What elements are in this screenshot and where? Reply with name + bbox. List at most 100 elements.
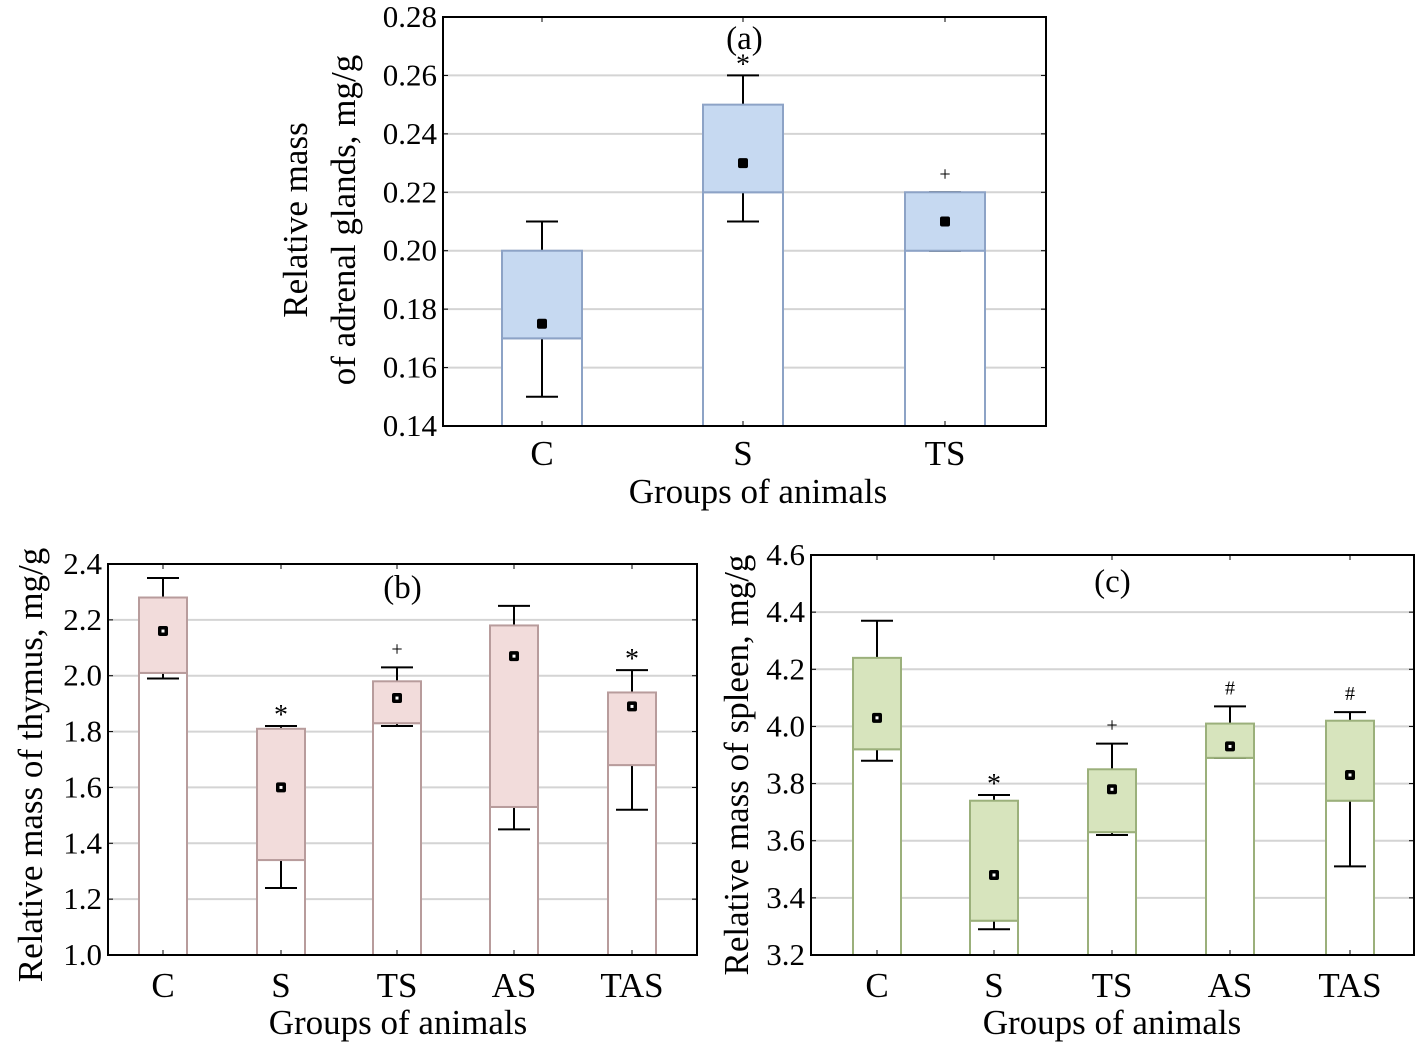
- y-tick-label: 1.4: [63, 825, 102, 860]
- median-marker-center: [875, 716, 879, 720]
- median-marker-center: [161, 629, 165, 633]
- y-tick-label: 0.20: [383, 233, 437, 268]
- y-tick-label: 0.14: [383, 408, 438, 443]
- box-AS: #: [1205, 677, 1255, 956]
- x-tick-label: TAS: [600, 966, 663, 1005]
- box-TS: +: [1087, 715, 1137, 957]
- y-tick-label: 3.8: [766, 766, 805, 801]
- y-tick-label: 3.2: [766, 937, 805, 972]
- x-axis-label: Groups of animals: [629, 472, 888, 511]
- box-S: *: [969, 769, 1019, 957]
- plot-frame: [442, 16, 1047, 427]
- box-TAS: #: [1325, 683, 1375, 957]
- iqr-box: [852, 656, 902, 751]
- x-tick-label: AS: [1208, 966, 1253, 1005]
- y-tick-label: 1.8: [63, 714, 102, 749]
- y-tick-label: 2.4: [63, 546, 102, 581]
- median-marker-center: [1110, 787, 1114, 791]
- box-C: [852, 619, 902, 956]
- panel-b: 1.0 1.2 1.4 1.6 1.8 2.0 2.2 2.4 C * S + TS AS * TAS (b) G…: [11, 546, 698, 1042]
- iqr-box: [969, 799, 1019, 922]
- y-tick-label: 2.0: [63, 658, 102, 693]
- median-marker: [537, 318, 547, 329]
- box-base-bar: [702, 191, 784, 427]
- y-tick-label: 0.26: [383, 57, 437, 92]
- x-tick-label: AS: [492, 966, 537, 1005]
- y-axis-label: Relative mass of spleen, mg/g: [717, 555, 756, 976]
- box-base-bar: [1087, 831, 1137, 957]
- box-base-bar: [372, 722, 422, 957]
- y-tick-label: 4.0: [766, 708, 805, 743]
- box-TS: +: [372, 638, 422, 957]
- x-tick-label: TS: [925, 434, 966, 473]
- median-marker-center: [279, 785, 283, 789]
- x-tick-label: S: [733, 434, 752, 473]
- significance-marker: #: [1345, 683, 1355, 705]
- median-marker-center: [992, 873, 996, 877]
- x-axis-label: Groups of animals: [983, 1003, 1242, 1042]
- box-base-bar: [489, 805, 539, 956]
- median-marker-center: [395, 696, 399, 700]
- median-marker: [738, 158, 748, 169]
- significance-marker: *: [274, 700, 288, 731]
- y-tick-label: 1.6: [63, 769, 102, 804]
- y-tick-label: 1.2: [63, 881, 102, 916]
- plot-frame: [810, 554, 1415, 956]
- significance-marker: +: [391, 638, 402, 660]
- box-AS: [489, 604, 539, 956]
- significance-marker: #: [1225, 677, 1235, 699]
- y-tick-label: 3.4: [766, 880, 805, 915]
- box-base-bar: [852, 748, 902, 956]
- y-tick-label: 4.2: [766, 651, 805, 686]
- y-axis-label: of adrenal glands, mg/g: [324, 55, 363, 385]
- median-marker-center: [1348, 773, 1352, 777]
- significance-marker: +: [939, 163, 950, 185]
- panel-a: 0.14 0.16 0.18 0.20 0.22 0.24 0.26 0.28 C * S + TS (a…: [276, 0, 1047, 511]
- median-marker-center: [630, 704, 634, 708]
- box-S: *: [702, 49, 784, 427]
- x-tick-label: S: [271, 966, 290, 1005]
- panel-label: (c): [1094, 564, 1131, 600]
- iqr-box: [256, 727, 306, 862]
- significance-marker: *: [625, 644, 639, 675]
- x-tick-label: C: [530, 434, 553, 473]
- box-base-bar: [904, 249, 986, 427]
- y-axis-label: Relative mass: [276, 122, 315, 317]
- y-tick-label: 4.6: [766, 537, 805, 572]
- x-tick-label: C: [151, 966, 174, 1005]
- box-base-bar: [1325, 799, 1375, 957]
- y-tick-label: 0.18: [383, 291, 437, 326]
- y-tick-label: 2.2: [63, 602, 102, 637]
- median-marker: [940, 216, 950, 227]
- significance-marker: *: [987, 769, 1001, 800]
- iqr-box: [1325, 719, 1375, 802]
- box-TS: +: [904, 163, 986, 427]
- y-tick-label: 0.28: [383, 0, 437, 34]
- median-marker-center: [1228, 744, 1232, 748]
- x-tick-label: C: [865, 966, 888, 1005]
- x-tick-label: TS: [1092, 966, 1133, 1005]
- significance-marker: *: [736, 49, 750, 80]
- x-tick-label: S: [984, 966, 1003, 1005]
- panel-label: (a): [726, 21, 763, 57]
- y-tick-label: 0.24: [383, 116, 438, 151]
- significance-marker: +: [1106, 715, 1117, 737]
- box-C: [501, 220, 583, 428]
- panel-label: (b): [383, 570, 421, 606]
- iqr-box: [372, 680, 422, 725]
- median-marker-center: [512, 654, 516, 658]
- plot-frame: [107, 563, 698, 956]
- iqr-box: [1087, 768, 1137, 834]
- y-tick-label: 0.22: [383, 174, 437, 209]
- x-tick-label: TS: [377, 966, 418, 1005]
- box-base-bar: [138, 671, 188, 957]
- box-base-bar: [1205, 756, 1255, 956]
- panel-c: 3.2 3.4 3.6 3.8 4.0 4.2 4.4 4.6 C * S + TS # AS # TAS (c)…: [717, 537, 1415, 1042]
- iqr-box: [702, 103, 784, 194]
- y-tick-label: 4.4: [766, 594, 805, 629]
- x-axis-label: Groups of animals: [269, 1003, 528, 1042]
- box-S: *: [256, 700, 306, 956]
- y-tick-label: 0.16: [383, 350, 437, 385]
- iqr-box: [1205, 722, 1255, 759]
